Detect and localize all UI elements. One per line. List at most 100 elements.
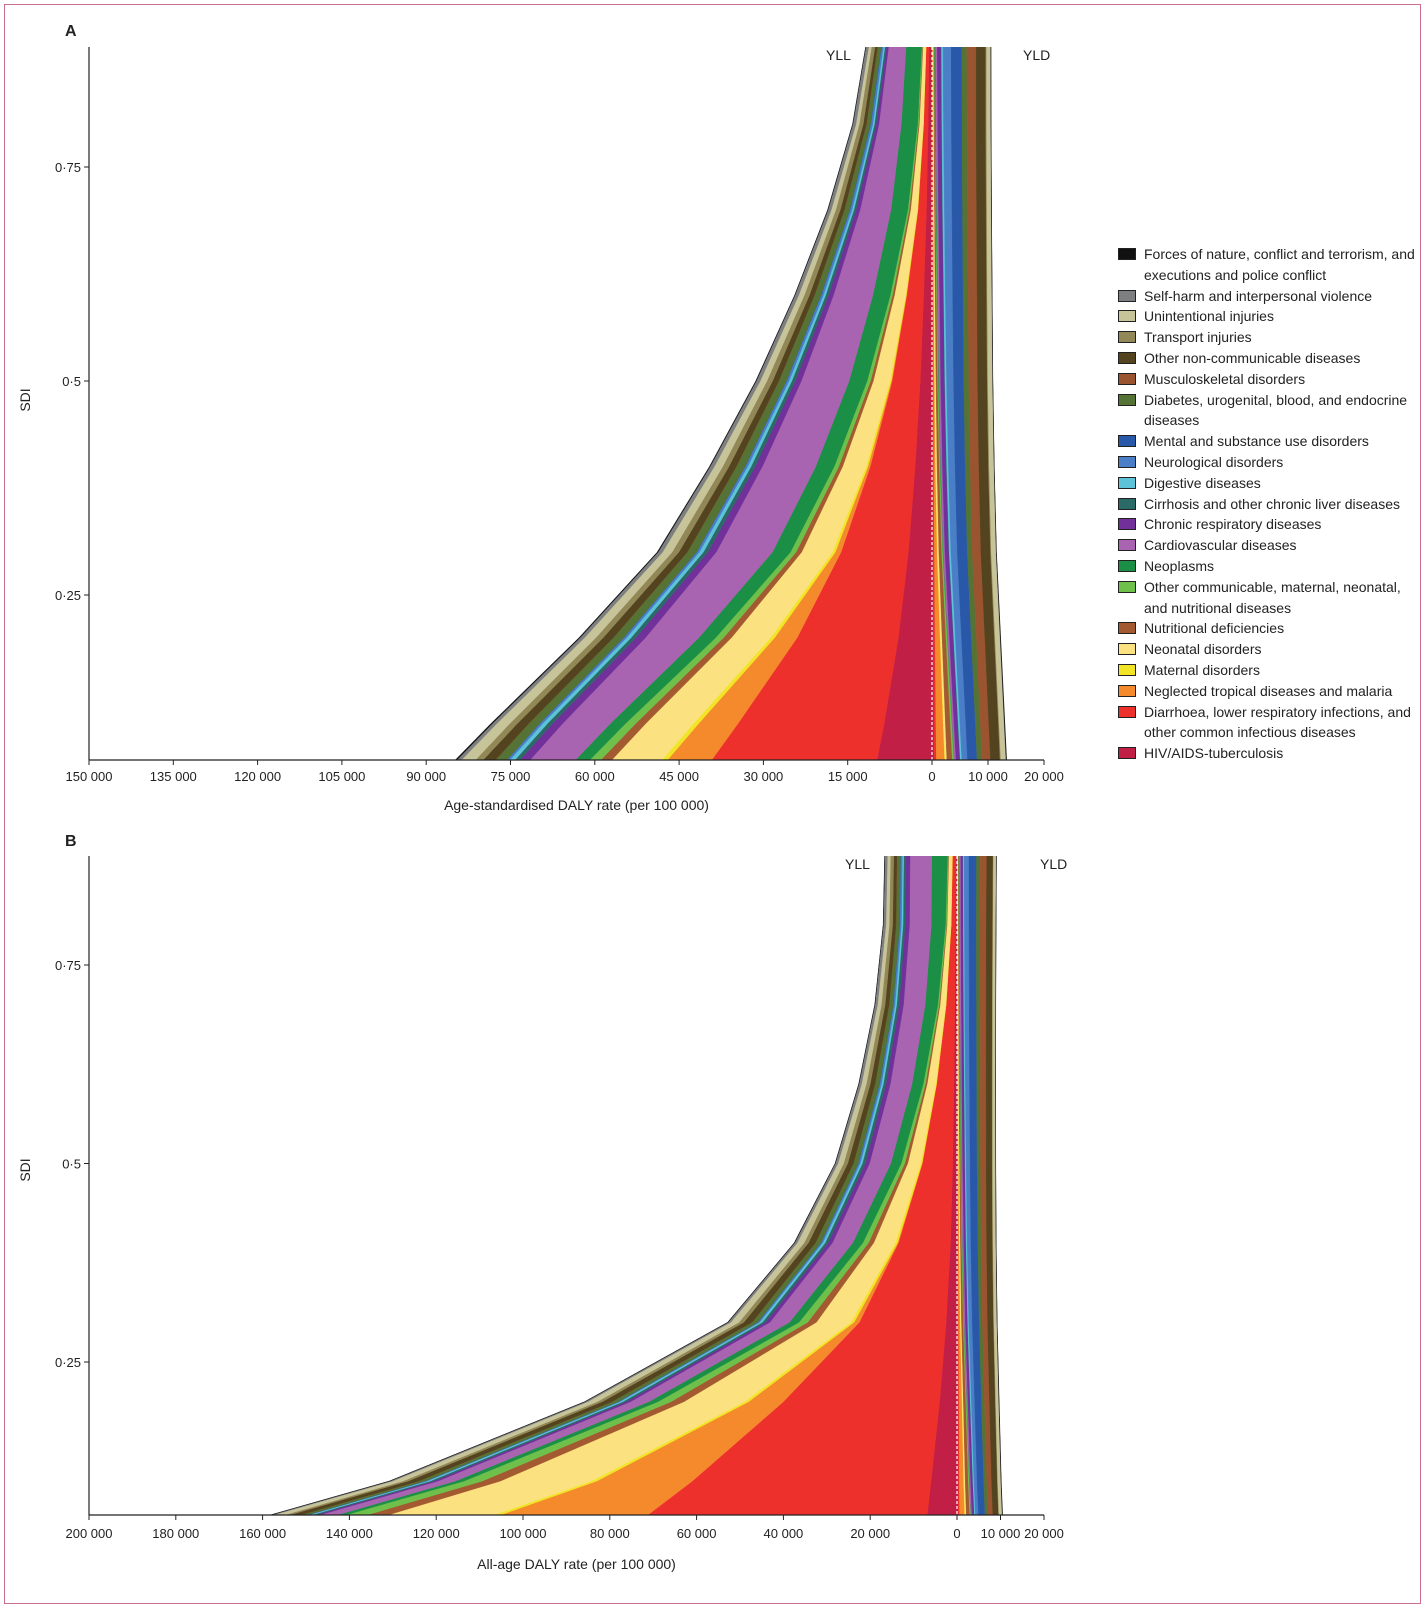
x-tick-label: 20 000 — [850, 1526, 890, 1541]
y-tick-label: 0·75 — [55, 958, 81, 973]
legend-label: Neurological disorders — [1144, 453, 1284, 470]
legend-label: Chronic respiratory diseases — [1144, 516, 1322, 533]
x-tick-label: 10 000 — [981, 1526, 1021, 1541]
legend-label: Unintentional injuries — [1144, 308, 1274, 325]
x-tick-label: 60 000 — [677, 1526, 717, 1541]
legend-item: Diarrhoea, lower respiratory infections,… — [1118, 702, 1418, 744]
x-tick-label: 0 — [928, 769, 935, 784]
yld-area-forces-of-nature-conflict-and-terrorism-and-executions-and-police-conflict — [990, 47, 1007, 760]
legend-item: Mental and substance use disorders — [1118, 431, 1418, 452]
legend-label: Diarrhoea, lower respiratory infections,… — [1144, 703, 1411, 741]
yll-area-forces-of-nature-conflict-and-terrorism-and-executions-and-police-conflict — [269, 856, 885, 1515]
legend-swatch — [1118, 351, 1136, 364]
x-tick-label: 140 000 — [326, 1526, 373, 1541]
legend-item: Maternal disorders — [1118, 660, 1418, 681]
legend-item: Neglected tropical diseases and malaria — [1118, 681, 1418, 702]
legend-label: Neoplasms — [1144, 557, 1215, 574]
legend-label: Neglected tropical diseases and malaria — [1144, 682, 1393, 699]
legend-swatch — [1118, 643, 1136, 656]
x-tick-label: 100 000 — [500, 1526, 547, 1541]
legend-item: Neurological disorders — [1118, 452, 1418, 473]
x-axis-label: All-age DALY rate (per 100 000) — [477, 1556, 676, 1572]
x-tick-label: 105 000 — [318, 769, 365, 784]
x-tick-label: 40 000 — [764, 1526, 804, 1541]
y-tick-label: 0·5 — [62, 374, 81, 389]
panel-a: 0·25 0·5 0·75 150 000 135 000 120 000 105 000 9… — [17, 23, 1064, 813]
legend-label: Forces of nature, conflict and terrorism… — [1144, 246, 1415, 283]
x-tick-label: 180 000 — [152, 1526, 199, 1541]
x-tick-label: 120 000 — [413, 1526, 460, 1541]
panel-b: 0·25 0·5 0·75 200 000 180 000 160 000 140 000 1… — [17, 833, 1067, 1572]
legend-swatch — [1118, 372, 1136, 385]
yld-label: YLD — [1023, 47, 1050, 63]
legend-swatch — [1118, 705, 1136, 718]
y-tick-label: 0·5 — [62, 1157, 81, 1172]
legend-item: Chronic respiratory diseases — [1118, 514, 1418, 535]
yll-label: YLL — [845, 856, 870, 872]
x-tick-label: 60 000 — [575, 769, 615, 784]
legend-item: Self-harm and interpersonal violence — [1118, 286, 1418, 307]
y-axis-label: SDI — [17, 388, 33, 411]
x-tick-label: 15 000 — [828, 769, 868, 784]
legend-item: Digestive diseases — [1118, 473, 1418, 494]
panel-letter: B — [65, 833, 77, 850]
legend-swatch — [1118, 559, 1136, 572]
legend-label: Mental and substance use disorders — [1144, 433, 1369, 450]
figure-frame — [4, 4, 1421, 1604]
stack-areas — [454, 47, 1007, 760]
legend-item: Transport injuries — [1118, 327, 1418, 348]
legend-item: HIV/AIDS-tuberculosis — [1118, 743, 1418, 764]
legend-swatch — [1118, 455, 1136, 468]
legend-item: Other communicable, maternal, neonatal, … — [1118, 577, 1418, 619]
x-tick-label: 30 000 — [744, 769, 784, 784]
yld-label: YLD — [1040, 856, 1067, 872]
legend-swatch — [1118, 393, 1136, 406]
legend-label: HIV/AIDS-tuberculosis — [1144, 745, 1284, 762]
legend-item: Other non-communicable diseases — [1118, 348, 1418, 369]
legend-label: Maternal disorders — [1144, 661, 1260, 678]
legend-swatch — [1118, 310, 1136, 323]
legend-item: Unintentional injuries — [1118, 306, 1418, 327]
legend-label: Diabetes, urogenital, blood, and endocri… — [1144, 391, 1408, 429]
legend-item: Cirrhosis and other chronic liver diseas… — [1118, 494, 1418, 515]
legend-swatch — [1118, 663, 1136, 676]
legend-swatch — [1118, 622, 1136, 635]
legend-label: Cardiovascular diseases — [1144, 537, 1297, 554]
legend-item: Cardiovascular diseases — [1118, 535, 1418, 556]
stack-areas — [269, 856, 1003, 1515]
legend-item: Forces of nature, conflict and terrorism… — [1118, 244, 1418, 286]
legend-item: Musculoskeletal disorders — [1118, 369, 1418, 390]
legend-label: Musculoskeletal disorders — [1144, 370, 1306, 387]
x-tick-label: 20 000 — [1024, 769, 1064, 784]
x-tick-label: 10 000 — [968, 769, 1008, 784]
legend-label: Cirrhosis and other chronic liver diseas… — [1144, 495, 1400, 512]
legend-item: Neonatal disorders — [1118, 639, 1418, 660]
legend-swatch — [1118, 518, 1136, 531]
legend-label: Neonatal disorders — [1144, 641, 1262, 658]
legend-item: Diabetes, urogenital, blood, and endocri… — [1118, 390, 1418, 432]
legend-swatch — [1118, 497, 1136, 510]
x-tick-label: 160 000 — [239, 1526, 286, 1541]
x-tick-label: 135 000 — [150, 769, 197, 784]
legend-label: Other communicable, maternal, neonatal, … — [1144, 578, 1401, 616]
legend-swatch — [1118, 684, 1136, 697]
legend-label: Self-harm and interpersonal violence — [1144, 287, 1373, 304]
x-tick-label: 0 — [953, 1526, 960, 1541]
x-tick-label: 45 000 — [659, 769, 699, 784]
legend-label: Other non-communicable diseases — [1144, 349, 1361, 366]
x-tick-label: 20 000 — [1024, 1526, 1064, 1541]
x-tick-label: 90 000 — [406, 769, 446, 784]
legend-item: Neoplasms — [1118, 556, 1418, 577]
legend-swatch — [1118, 289, 1136, 302]
legend-item: Nutritional deficiencies — [1118, 618, 1418, 639]
legend-swatch — [1118, 539, 1136, 552]
legend-swatch — [1118, 580, 1136, 593]
legend-swatch — [1118, 248, 1136, 260]
x-tick-label: 150 000 — [66, 769, 113, 784]
legend-swatch — [1118, 747, 1136, 760]
x-tick-label: 120 000 — [234, 769, 281, 784]
y-tick-label: 0·25 — [55, 1355, 81, 1370]
yld-area-forces-of-nature-conflict-and-terrorism-and-executions-and-police-conflict — [995, 856, 1003, 1515]
legend-swatch — [1118, 476, 1136, 489]
